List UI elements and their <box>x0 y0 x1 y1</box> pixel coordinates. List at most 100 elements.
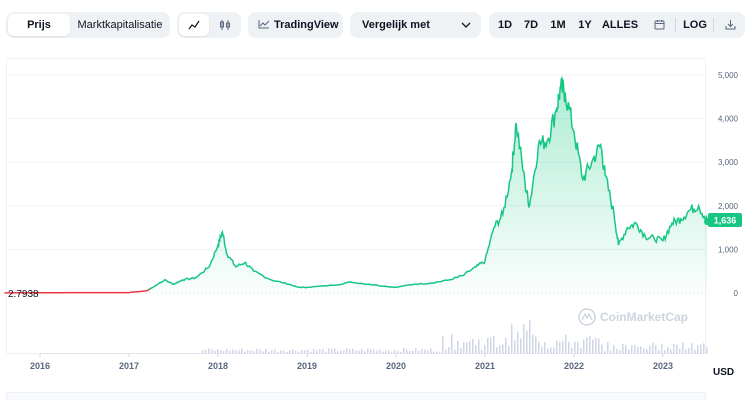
volume-bar <box>631 344 633 354</box>
y-tick-label: 1,000 <box>718 245 739 254</box>
volume-bar <box>559 341 561 354</box>
tradingview-button[interactable]: TradingView <box>248 12 343 38</box>
volume-bar <box>526 330 528 354</box>
volume-bar <box>343 350 345 354</box>
volume-bar <box>298 351 300 354</box>
candlestick-button[interactable] <box>210 14 240 36</box>
volume-bar <box>112 353 114 354</box>
volume-bar <box>439 351 441 354</box>
x-tick-label: 2018 <box>208 361 228 371</box>
range-navigator[interactable] <box>6 392 706 400</box>
line-chart-button[interactable] <box>179 14 209 36</box>
volume-bar <box>235 350 237 354</box>
volume-bar <box>634 345 636 354</box>
volume-bar <box>532 334 534 354</box>
volume-bar <box>478 339 480 354</box>
volume-bar <box>463 342 465 354</box>
volume-bar <box>358 350 360 354</box>
volume-bar <box>697 345 699 354</box>
volume-bar <box>289 350 291 354</box>
tab-market-cap[interactable]: Marktkapitalisatie <box>77 19 163 31</box>
range-7d[interactable]: 7D <box>523 19 539 31</box>
volume-bar <box>505 337 507 354</box>
volume-bar <box>529 320 531 354</box>
x-tick-label: 2020 <box>386 361 406 371</box>
tab-price[interactable]: Prijs <box>8 14 70 36</box>
volume-bar <box>649 345 651 354</box>
range-all[interactable]: ALLES <box>601 19 639 31</box>
volume-bar <box>436 351 438 354</box>
chart-style-toggle <box>177 12 241 38</box>
toolbar-divider <box>675 18 676 32</box>
volume-bar <box>331 348 333 354</box>
calendar-icon <box>654 20 664 30</box>
volume-bar <box>226 348 228 354</box>
volume-bar <box>481 349 483 354</box>
range-1m[interactable]: 1M <box>550 19 566 31</box>
volume-bar <box>238 350 240 354</box>
volume-bar <box>256 348 258 354</box>
volume-bar <box>535 336 537 354</box>
volume-bar <box>460 348 462 354</box>
candlestick-icon <box>220 20 230 30</box>
volume-bar <box>490 337 492 354</box>
volume-bar <box>85 353 87 354</box>
download-button[interactable] <box>719 14 741 36</box>
volume-bar <box>433 351 435 354</box>
volume-bar <box>580 348 582 354</box>
volume-bar <box>178 353 180 354</box>
volume-bar <box>70 353 72 354</box>
volume-bar <box>67 353 69 354</box>
volume-bar <box>607 342 609 354</box>
volume-bar <box>370 349 372 354</box>
range-1y[interactable]: 1Y <box>578 19 592 31</box>
volume-bar <box>409 351 411 354</box>
volume-bar <box>121 353 123 354</box>
volume-bar <box>514 340 516 354</box>
calendar-button[interactable] <box>647 14 671 36</box>
volume-bar <box>217 349 219 354</box>
volume-bar <box>76 353 78 354</box>
volume-bar <box>382 351 384 354</box>
volume-bar <box>103 353 105 354</box>
volume-bar <box>403 348 405 354</box>
compare-dropdown[interactable]: Vergelijk met <box>350 12 481 38</box>
volume-bar <box>655 345 657 354</box>
log-scale-button[interactable]: LOG <box>683 19 707 31</box>
volume-bar <box>205 349 207 354</box>
x-tick-label: 2016 <box>30 361 50 371</box>
volume-bar <box>523 324 525 354</box>
volume-bar <box>418 351 420 354</box>
volume-bar <box>619 349 621 354</box>
volume-bar <box>685 349 687 354</box>
volume-bar <box>667 347 669 354</box>
volume-bar <box>58 353 60 354</box>
volume-bar <box>703 343 705 354</box>
volume-bar <box>661 343 663 354</box>
volume-bar <box>259 349 261 354</box>
volume-bar <box>595 337 597 354</box>
range-1d[interactable]: 1D <box>497 19 513 31</box>
tradingview-chart-icon <box>258 20 270 29</box>
volume-bar <box>679 348 681 354</box>
volume-bar <box>472 338 474 354</box>
volume-bar <box>502 344 504 354</box>
volume-bar <box>700 344 702 354</box>
y-tick-label: 2,000 <box>718 202 739 211</box>
start-price-label: 2.7938 <box>8 289 39 300</box>
x-tick-label: 2017 <box>119 361 139 371</box>
volume-bar <box>151 353 153 354</box>
volume-bar <box>682 342 684 354</box>
volume-bar <box>94 353 96 354</box>
volume-bar <box>637 347 639 354</box>
volume-bar <box>46 353 48 354</box>
volume-bar <box>670 349 672 354</box>
volume-bar <box>367 348 369 354</box>
coinmarketcap-logo-mark <box>581 312 593 321</box>
volume-bar <box>598 338 600 354</box>
volume-bar <box>397 351 399 354</box>
volume-bar <box>214 350 216 354</box>
y-tick-label: 5,000 <box>718 71 739 80</box>
volume-bar <box>136 353 138 354</box>
